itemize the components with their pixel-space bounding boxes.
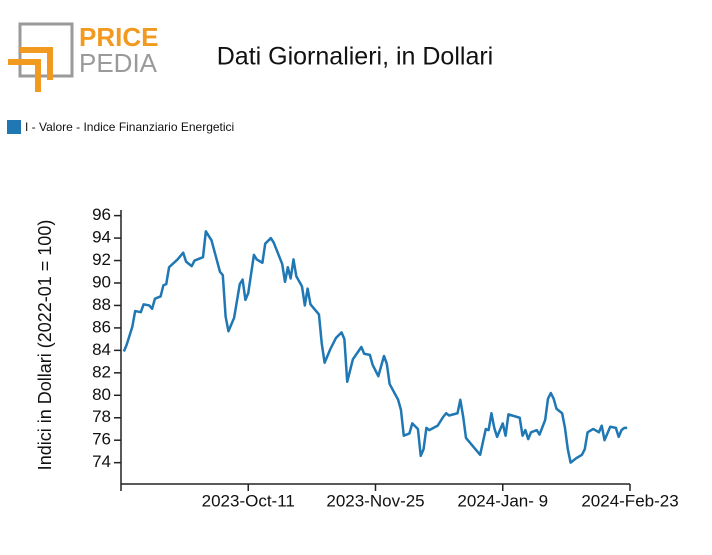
legend-swatch <box>7 120 21 134</box>
y-axis-label: Indici in Dollari (2022-01 = 100) <box>35 220 55 471</box>
x-tick-label: 2024-Jan- 9 <box>457 491 548 510</box>
logo: PRICE PEDIA <box>8 22 158 92</box>
legend-label: I - Valore - Indice Finanziario Energeti… <box>25 120 234 134</box>
y-tick-label: 92 <box>92 250 111 269</box>
x-tick-label: 2023-Oct-11 <box>202 491 295 510</box>
logo-bottom: PEDIA <box>79 48 158 78</box>
logo-mark <box>8 47 53 92</box>
chart-title: Dati Giornalieri, in Dollari <box>217 43 493 71</box>
y-tick-label: 84 <box>92 340 111 359</box>
x-tick-label: 2024-Feb-23 <box>581 491 678 510</box>
x-tick-label: 2023-Nov-25 <box>326 491 424 510</box>
line-series <box>122 230 628 464</box>
y-tick-label: 90 <box>92 272 111 291</box>
y-tick-label: 96 <box>92 205 111 224</box>
y-tick-label: 94 <box>92 228 111 247</box>
y-tick-label: 74 <box>92 452 111 471</box>
logo-top: PRICE <box>79 22 158 52</box>
y-tick-label: 86 <box>92 317 111 336</box>
y-tick-label: 82 <box>92 362 111 381</box>
y-tick-label: 78 <box>92 407 111 426</box>
y-tick-label: 80 <box>92 385 111 404</box>
y-tick-label: 88 <box>92 295 111 314</box>
y-tick-label: 76 <box>92 430 111 449</box>
